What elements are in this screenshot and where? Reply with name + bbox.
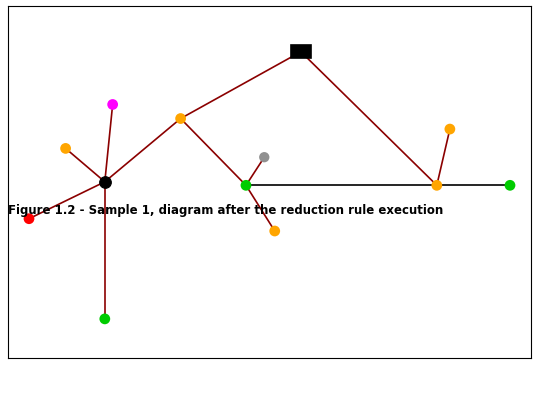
Point xyxy=(108,101,117,108)
Point xyxy=(25,215,33,222)
Text: Figure 1.2 - Sample 1, diagram after the reduction rule execution: Figure 1.2 - Sample 1, diagram after the… xyxy=(8,204,444,217)
Point xyxy=(446,126,454,132)
Point xyxy=(100,179,109,185)
Point xyxy=(271,228,279,234)
Point xyxy=(176,115,185,122)
Point xyxy=(241,182,250,189)
Point xyxy=(61,145,70,152)
Bar xyxy=(291,45,311,59)
Point xyxy=(260,154,268,160)
Point xyxy=(506,182,514,189)
Point xyxy=(100,316,109,322)
Point xyxy=(432,182,441,189)
